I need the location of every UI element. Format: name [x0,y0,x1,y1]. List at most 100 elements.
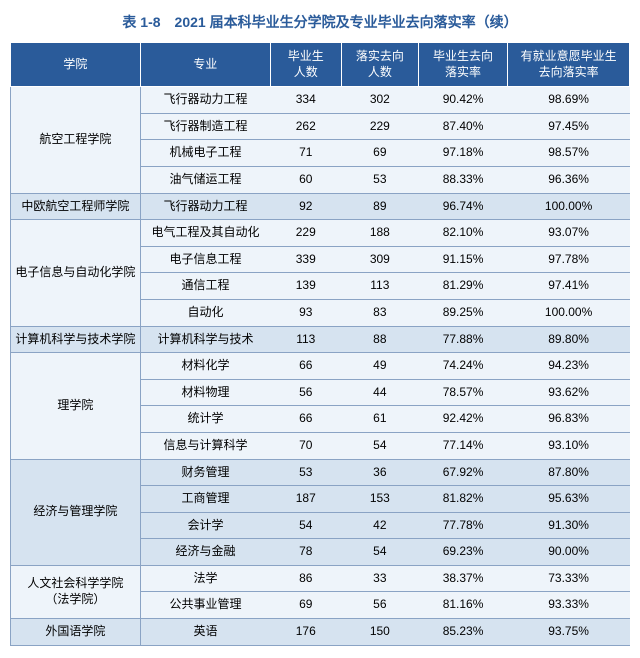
empRate-cell: 97.78% [508,246,630,273]
header-graduates: 毕业生人数 [270,43,341,87]
graduates-cell: 54 [270,512,341,539]
placed-cell: 150 [341,619,418,646]
rate-cell: 92.42% [418,406,507,433]
table-row: 经济与管理学院财务管理533667.92%87.80% [11,459,630,486]
empRate-cell: 96.83% [508,406,630,433]
major-cell: 通信工程 [140,273,270,300]
table-row: 外国语学院英语17615085.23%93.75% [11,619,630,646]
rate-cell: 87.40% [418,113,507,140]
placed-cell: 54 [341,539,418,566]
header-emp-rate: 有就业意愿毕业生去向落实率 [508,43,630,87]
major-cell: 电气工程及其自动化 [140,220,270,247]
table-row: 计算机科学与技术学院计算机科学与技术1138877.88%89.80% [11,326,630,353]
rate-cell: 89.25% [418,299,507,326]
graduates-cell: 70 [270,432,341,459]
major-cell: 公共事业管理 [140,592,270,619]
empRate-cell: 89.80% [508,326,630,353]
empRate-cell: 96.36% [508,166,630,193]
empRate-cell: 91.30% [508,512,630,539]
college-cell: 计算机科学与技术学院 [11,326,141,353]
table-row: 理学院材料化学664974.24%94.23% [11,353,630,380]
rate-cell: 81.82% [418,486,507,513]
empRate-cell: 93.07% [508,220,630,247]
empRate-cell: 100.00% [508,193,630,220]
graduates-cell: 71 [270,140,341,167]
major-cell: 飞行器动力工程 [140,87,270,114]
empRate-cell: 87.80% [508,459,630,486]
empRate-cell: 93.75% [508,619,630,646]
rate-cell: 67.92% [418,459,507,486]
graduates-cell: 69 [270,592,341,619]
major-cell: 油气储运工程 [140,166,270,193]
graduates-cell: 229 [270,220,341,247]
major-cell: 工商管理 [140,486,270,513]
placed-cell: 36 [341,459,418,486]
rate-cell: 97.18% [418,140,507,167]
major-cell: 计算机科学与技术 [140,326,270,353]
rate-cell: 78.57% [418,379,507,406]
rate-cell: 38.37% [418,565,507,592]
rate-cell: 85.23% [418,619,507,646]
placed-cell: 188 [341,220,418,247]
placed-cell: 153 [341,486,418,513]
graduates-cell: 56 [270,379,341,406]
rate-cell: 69.23% [418,539,507,566]
empRate-cell: 97.45% [508,113,630,140]
graduates-cell: 60 [270,166,341,193]
college-cell: 电子信息与自动化学院 [11,220,141,326]
empRate-cell: 93.62% [508,379,630,406]
rate-cell: 88.33% [418,166,507,193]
placed-cell: 54 [341,432,418,459]
table-row: 电子信息与自动化学院电气工程及其自动化22918882.10%93.07% [11,220,630,247]
rate-cell: 82.10% [418,220,507,247]
placed-cell: 69 [341,140,418,167]
rate-cell: 91.15% [418,246,507,273]
empRate-cell: 94.23% [508,353,630,380]
placed-cell: 56 [341,592,418,619]
graduates-cell: 66 [270,353,341,380]
major-cell: 飞行器制造工程 [140,113,270,140]
placed-cell: 113 [341,273,418,300]
college-cell: 航空工程学院 [11,87,141,193]
major-cell: 信息与计算科学 [140,432,270,459]
header-placed: 落实去向人数 [341,43,418,87]
header-major: 专业 [140,43,270,87]
empRate-cell: 95.63% [508,486,630,513]
placed-cell: 49 [341,353,418,380]
rate-cell: 77.78% [418,512,507,539]
graduates-cell: 53 [270,459,341,486]
placed-cell: 42 [341,512,418,539]
table-row: 中欧航空工程师学院飞行器动力工程928996.74%100.00% [11,193,630,220]
table-header-row: 学院 专业 毕业生人数 落实去向人数 毕业生去向落实率 有就业意愿毕业生去向落实… [11,43,630,87]
placed-cell: 302 [341,87,418,114]
placed-cell: 88 [341,326,418,353]
placed-cell: 44 [341,379,418,406]
rate-cell: 77.88% [418,326,507,353]
placed-cell: 83 [341,299,418,326]
empRate-cell: 73.33% [508,565,630,592]
college-cell: 理学院 [11,353,141,459]
placed-cell: 33 [341,565,418,592]
placed-cell: 309 [341,246,418,273]
table-row: 人文社会科学学院（法学院）法学863338.37%73.33% [11,565,630,592]
graduates-cell: 176 [270,619,341,646]
graduates-cell: 113 [270,326,341,353]
graduates-cell: 334 [270,87,341,114]
rate-cell: 74.24% [418,353,507,380]
empRate-cell: 100.00% [508,299,630,326]
rate-cell: 81.16% [418,592,507,619]
graduates-cell: 262 [270,113,341,140]
employment-table: 学院 专业 毕业生人数 落实去向人数 毕业生去向落实率 有就业意愿毕业生去向落实… [10,42,630,646]
graduates-cell: 78 [270,539,341,566]
graduates-cell: 93 [270,299,341,326]
table-title: 表 1-8 2021 届本科毕业生分学院及专业毕业去向落实率（续） [10,12,630,32]
header-college: 学院 [11,43,141,87]
college-cell: 中欧航空工程师学院 [11,193,141,220]
graduates-cell: 187 [270,486,341,513]
header-rate: 毕业生去向落实率 [418,43,507,87]
major-cell: 会计学 [140,512,270,539]
major-cell: 统计学 [140,406,270,433]
major-cell: 自动化 [140,299,270,326]
major-cell: 机械电子工程 [140,140,270,167]
graduates-cell: 86 [270,565,341,592]
